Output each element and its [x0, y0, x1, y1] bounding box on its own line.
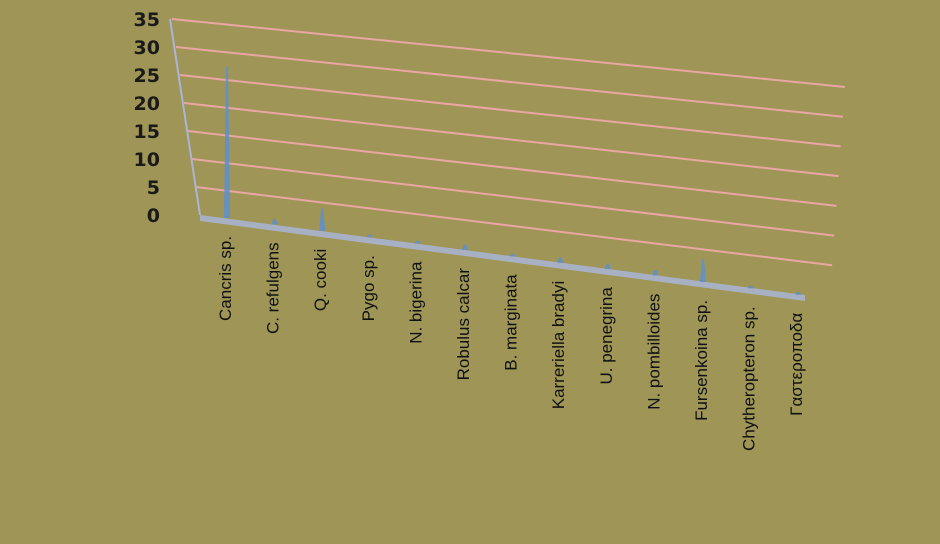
bar-7	[557, 257, 564, 263]
x-tick-label-6: B. marginata	[502, 274, 521, 371]
gridline-25	[179, 74, 841, 148]
gridlines	[171, 18, 846, 267]
y-axis-line	[169, 18, 201, 216]
x-tick-label-5: Robulus calcar	[454, 268, 473, 381]
bar-0	[224, 66, 230, 218]
x-tick-label-11: Chytheropteron sp.	[740, 306, 759, 451]
bar-12	[795, 291, 802, 295]
x-tick-labels: Cancris sp. C. refulgens Q. cooki Pygo sp. N…	[216, 236, 806, 451]
x-tick-label-1: C. refulgens	[264, 242, 283, 334]
bar-11	[747, 285, 754, 289]
x-tick-label-12: Γαστεροποδα	[787, 313, 806, 416]
y-tick-labels: 0 5 10 15 20 25 30 35	[134, 9, 160, 227]
y-tick-10: 10	[134, 149, 160, 171]
axes	[169, 18, 805, 301]
y-tick-15: 15	[134, 121, 160, 143]
y-tick-0: 0	[147, 205, 160, 227]
bar-6	[509, 253, 516, 257]
y-tick-5: 5	[147, 177, 160, 199]
bar-5	[462, 244, 468, 250]
x-tick-label-7: Karreriella bradyi	[549, 281, 568, 410]
gridline-5	[195, 186, 833, 267]
x-tick-label-3: Pygo sp.	[359, 255, 378, 321]
bar-8	[604, 263, 611, 270]
bar-3	[366, 234, 373, 238]
y-tick-30: 30	[134, 37, 160, 59]
x-tick-label-4: N. bigerina	[406, 261, 425, 344]
gridline-20	[183, 102, 839, 178]
x-tick-label-2: Q. cooki	[311, 249, 330, 311]
bars	[224, 66, 802, 295]
floor	[200, 215, 805, 301]
y-tick-25: 25	[134, 65, 160, 87]
bar-2	[319, 208, 326, 231]
y-tick-20: 20	[134, 93, 160, 115]
bar-9	[652, 269, 659, 276]
bar-4	[414, 240, 421, 244]
bar-10	[700, 259, 706, 282]
bar-1	[271, 218, 278, 225]
gridline-15	[187, 130, 837, 207]
x-tick-label-9: N. pombilloides	[644, 294, 663, 410]
gridline-30	[175, 46, 843, 118]
x-tick-label-8: U. penegrina	[597, 287, 616, 385]
gridline-10	[191, 158, 835, 237]
y-tick-35: 35	[134, 9, 160, 31]
x-tick-label-0: Cancris sp.	[216, 236, 235, 321]
gridline-35	[171, 18, 846, 88]
x-tick-label-10: Fursenkoina sp.	[692, 300, 711, 421]
